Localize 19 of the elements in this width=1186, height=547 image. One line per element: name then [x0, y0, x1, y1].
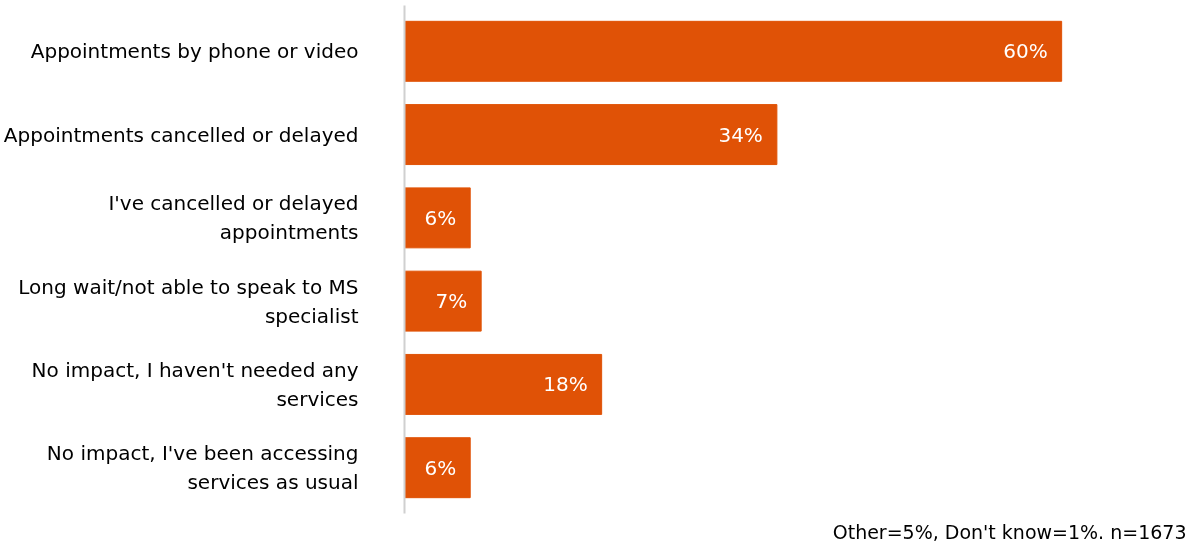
y-tick-label: Long wait/not able to speak to MS specialist — [18, 274, 359, 328]
bar — [404, 20, 1063, 82]
data-label: 7% — [435, 289, 468, 314]
bar — [404, 187, 471, 249]
y-tick-label: I've cancelled or delayed appointments — [108, 191, 359, 245]
bar — [404, 104, 778, 166]
data-label: 60% — [1003, 39, 1048, 64]
data-label: 34% — [718, 122, 763, 147]
y-tick-label: Appointments cancelled or delayed — [3, 122, 359, 147]
data-label: 6% — [424, 455, 457, 480]
data-label: 6% — [424, 205, 457, 230]
bar — [404, 270, 482, 332]
y-tick-label: No impact, I've been accessing services as usual — [46, 441, 359, 495]
text: Other=5%, Don't know=1%. n=1673 — [832, 520, 1186, 543]
bar — [404, 437, 471, 499]
bar — [404, 353, 603, 415]
data-label: 18% — [543, 372, 588, 397]
y-tick-label: Appointments by phone or video — [30, 39, 359, 64]
y-tick-label: No impact, I haven't needed any services — [31, 358, 359, 411]
